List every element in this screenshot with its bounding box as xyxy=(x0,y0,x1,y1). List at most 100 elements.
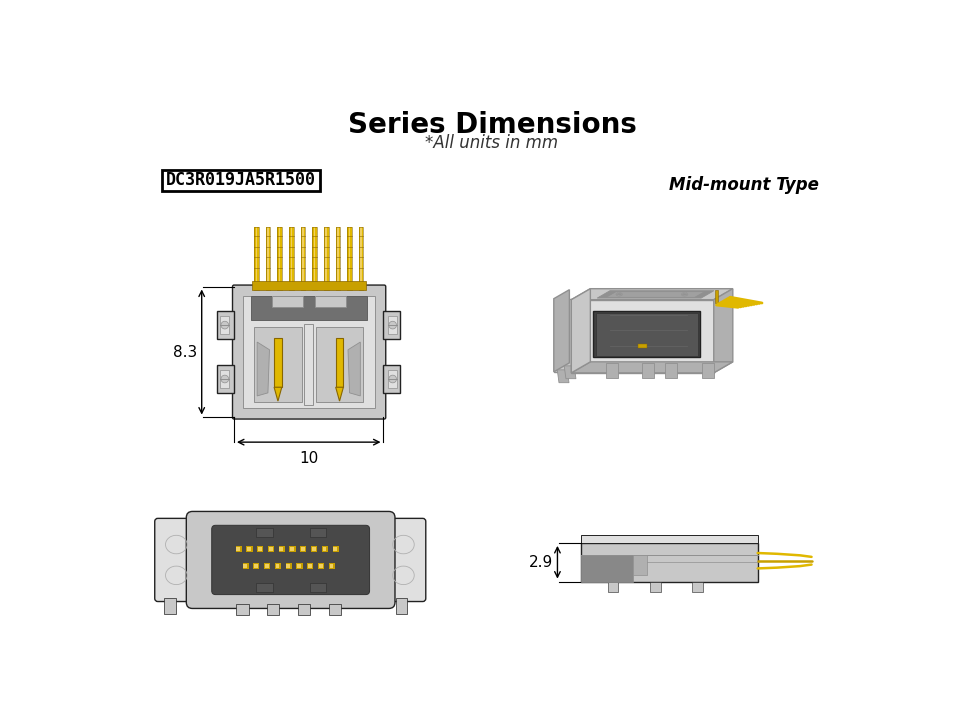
Polygon shape xyxy=(606,363,618,378)
Bar xyxy=(277,227,282,290)
Bar xyxy=(247,547,251,551)
Bar xyxy=(312,547,316,551)
Bar xyxy=(692,582,703,593)
Circle shape xyxy=(221,321,228,329)
Bar xyxy=(279,227,280,290)
FancyBboxPatch shape xyxy=(186,511,395,608)
Polygon shape xyxy=(682,294,684,295)
Bar xyxy=(348,227,351,290)
Bar xyxy=(301,547,305,551)
Polygon shape xyxy=(554,299,573,372)
Bar xyxy=(267,227,269,290)
Text: DC3R019JA5R1500: DC3R019JA5R1500 xyxy=(166,171,317,189)
Polygon shape xyxy=(616,293,619,294)
Bar xyxy=(289,227,294,290)
Bar xyxy=(396,598,407,614)
Circle shape xyxy=(221,375,228,383)
Bar xyxy=(267,604,279,615)
Bar xyxy=(383,311,400,339)
Polygon shape xyxy=(619,294,622,295)
Polygon shape xyxy=(684,293,688,294)
Bar xyxy=(359,227,364,290)
Polygon shape xyxy=(617,292,619,294)
Bar xyxy=(324,227,328,290)
Bar xyxy=(324,227,328,290)
Polygon shape xyxy=(684,294,688,295)
Bar xyxy=(581,535,757,543)
Bar xyxy=(315,296,346,307)
Polygon shape xyxy=(593,311,700,357)
Bar xyxy=(383,365,400,393)
Bar xyxy=(633,555,647,575)
Bar xyxy=(298,604,310,615)
Bar xyxy=(359,227,364,290)
Bar xyxy=(637,343,647,348)
Bar xyxy=(235,546,242,552)
Bar xyxy=(236,604,249,615)
Bar xyxy=(269,547,273,551)
Bar xyxy=(286,564,290,567)
Bar xyxy=(608,582,618,593)
Bar xyxy=(272,296,302,307)
Bar xyxy=(308,564,312,567)
Bar xyxy=(220,316,229,334)
Polygon shape xyxy=(702,363,714,378)
Bar xyxy=(650,582,660,593)
Bar xyxy=(217,311,234,339)
Bar xyxy=(275,338,282,387)
Bar xyxy=(255,227,257,290)
Circle shape xyxy=(389,375,396,383)
Text: 2.9: 2.9 xyxy=(529,554,553,570)
Polygon shape xyxy=(571,362,732,373)
Bar xyxy=(291,227,292,290)
Bar xyxy=(302,227,303,290)
Text: Series Dimensions: Series Dimensions xyxy=(348,111,636,139)
Bar xyxy=(337,227,339,290)
Bar xyxy=(297,563,302,570)
Bar xyxy=(328,604,341,615)
Polygon shape xyxy=(619,294,622,296)
Polygon shape xyxy=(616,294,619,295)
Bar xyxy=(289,227,294,290)
FancyBboxPatch shape xyxy=(155,518,198,601)
Bar xyxy=(325,227,327,290)
Bar xyxy=(162,169,321,191)
Polygon shape xyxy=(597,291,714,298)
Bar xyxy=(323,547,326,551)
Polygon shape xyxy=(684,294,687,296)
Polygon shape xyxy=(642,363,654,378)
Polygon shape xyxy=(348,342,360,396)
Bar xyxy=(335,227,340,290)
Bar xyxy=(243,563,249,570)
Polygon shape xyxy=(682,294,684,296)
Circle shape xyxy=(389,321,396,329)
Bar xyxy=(243,296,375,408)
Polygon shape xyxy=(275,387,282,401)
Bar xyxy=(247,546,252,552)
Polygon shape xyxy=(616,294,619,296)
Bar xyxy=(316,327,364,402)
FancyBboxPatch shape xyxy=(232,285,386,419)
Polygon shape xyxy=(616,293,619,294)
Polygon shape xyxy=(571,300,713,373)
Polygon shape xyxy=(665,363,677,378)
Bar xyxy=(164,598,176,614)
Polygon shape xyxy=(684,294,686,296)
Bar xyxy=(254,564,258,567)
Polygon shape xyxy=(564,366,576,379)
Text: *All units in mm: *All units in mm xyxy=(425,134,559,152)
Bar xyxy=(715,290,718,302)
Bar xyxy=(266,227,271,290)
Text: 10: 10 xyxy=(300,451,319,466)
Polygon shape xyxy=(682,293,684,294)
Text: Mid-mount Type: Mid-mount Type xyxy=(669,176,819,194)
Bar xyxy=(217,365,234,393)
Bar xyxy=(251,296,368,320)
Polygon shape xyxy=(619,293,622,294)
Polygon shape xyxy=(571,289,590,373)
FancyBboxPatch shape xyxy=(212,526,370,595)
Bar xyxy=(307,563,313,570)
Bar xyxy=(254,327,301,402)
Bar xyxy=(264,563,271,570)
Bar xyxy=(581,543,757,582)
